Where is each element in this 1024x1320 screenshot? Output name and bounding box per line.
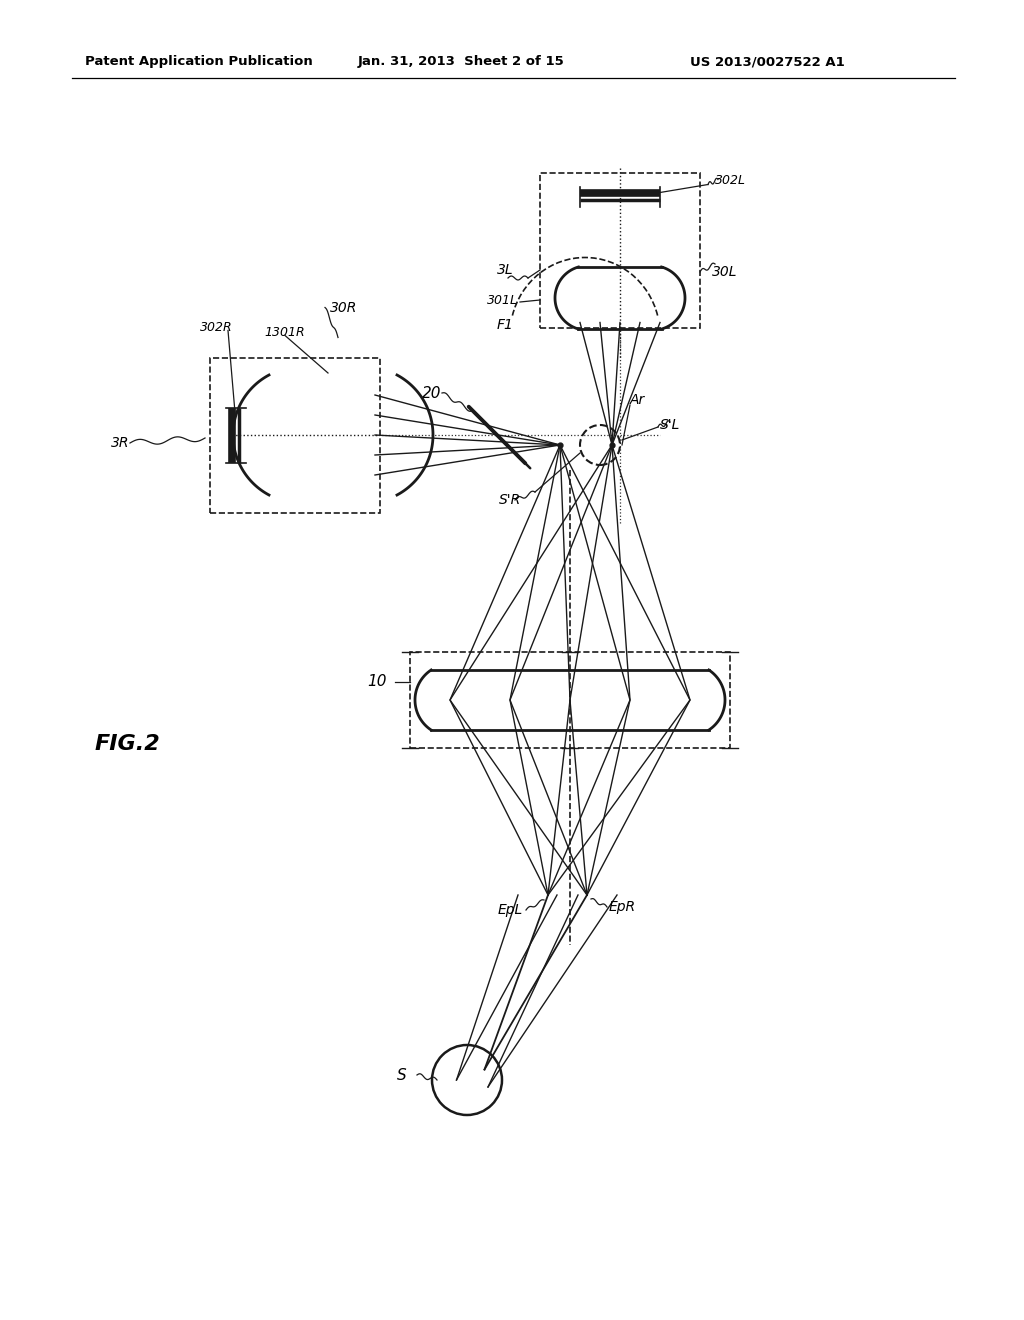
Text: S: S <box>397 1068 407 1082</box>
Text: US 2013/0027522 A1: US 2013/0027522 A1 <box>690 55 845 69</box>
Text: Ar: Ar <box>630 393 645 407</box>
Text: Patent Application Publication: Patent Application Publication <box>85 55 312 69</box>
Text: Jan. 31, 2013  Sheet 2 of 15: Jan. 31, 2013 Sheet 2 of 15 <box>358 55 565 69</box>
Bar <box>410 652 730 748</box>
Text: 30L: 30L <box>712 265 737 279</box>
Text: 301L: 301L <box>486 293 517 306</box>
Text: 30R: 30R <box>330 301 357 314</box>
Text: 3R: 3R <box>111 436 129 450</box>
Text: S'R: S'R <box>499 492 521 507</box>
Text: F1: F1 <box>497 318 513 333</box>
Text: 302L: 302L <box>715 174 746 187</box>
Text: 10: 10 <box>368 675 387 689</box>
Bar <box>210 358 380 512</box>
Text: 302R: 302R <box>200 321 232 334</box>
Text: 20: 20 <box>422 385 441 400</box>
Text: S'L: S'L <box>660 418 680 432</box>
Text: EpR: EpR <box>609 900 636 913</box>
Text: 3L: 3L <box>497 263 513 277</box>
Text: FIG.2: FIG.2 <box>95 734 161 754</box>
Text: EpL: EpL <box>498 903 522 917</box>
Bar <box>540 173 700 327</box>
Text: 1301R: 1301R <box>264 326 304 339</box>
